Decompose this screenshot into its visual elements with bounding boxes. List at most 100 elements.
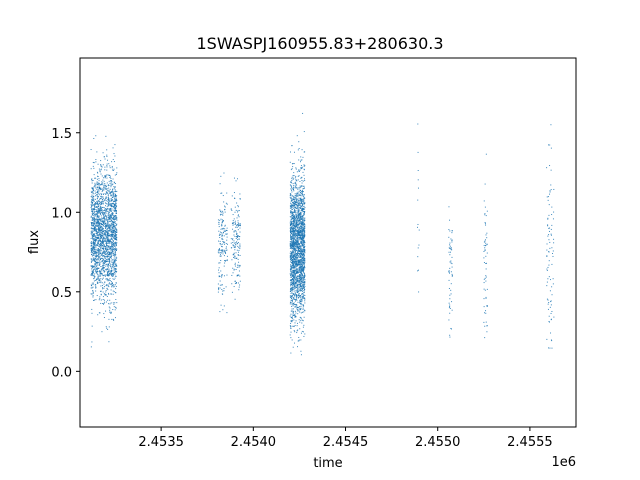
data-point (93, 196, 95, 198)
data-point (107, 274, 109, 276)
data-point (224, 230, 226, 232)
data-point (93, 246, 95, 248)
data-point (219, 219, 221, 221)
data-point (549, 227, 551, 229)
data-point (293, 286, 295, 288)
data-point (96, 252, 98, 254)
data-point (220, 270, 222, 272)
data-point (109, 241, 111, 243)
data-point (299, 232, 301, 234)
data-point (105, 197, 107, 199)
data-point (109, 277, 111, 279)
data-point (296, 237, 298, 239)
data-point (300, 283, 302, 285)
data-point (290, 213, 292, 215)
data-point (298, 249, 300, 251)
data-point (301, 244, 303, 246)
data-point (96, 194, 98, 196)
data-point (102, 193, 104, 195)
data-point (295, 260, 297, 262)
data-point (303, 242, 305, 244)
data-point (300, 199, 302, 201)
data-point (102, 213, 104, 215)
data-point (94, 198, 96, 200)
data-point (110, 194, 112, 196)
data-point (106, 166, 108, 168)
data-point (292, 244, 294, 246)
data-point (112, 230, 114, 232)
data-point (97, 243, 99, 245)
data-point (291, 315, 293, 317)
data-point (550, 228, 552, 230)
data-point (303, 247, 305, 249)
data-point (94, 218, 96, 220)
data-point (100, 246, 102, 248)
data-point (107, 233, 109, 235)
data-point (551, 206, 553, 208)
data-point (300, 269, 302, 271)
data-point (94, 265, 96, 267)
data-point (114, 232, 116, 234)
data-point (109, 214, 111, 216)
data-point (297, 247, 299, 249)
data-point (90, 168, 92, 170)
data-point (294, 248, 296, 250)
data-point (290, 289, 292, 291)
data-point (302, 188, 304, 190)
data-point (304, 310, 306, 312)
data-point (95, 237, 97, 239)
data-point (294, 304, 296, 306)
data-point (106, 206, 108, 208)
data-point (111, 218, 113, 220)
data-point (108, 215, 110, 217)
data-point (91, 187, 93, 189)
data-point (295, 294, 297, 296)
data-point (222, 240, 224, 242)
data-point (303, 194, 305, 196)
data-point (109, 219, 111, 221)
data-point (113, 227, 115, 229)
data-point (303, 324, 305, 326)
data-point (103, 262, 105, 264)
data-point (295, 224, 297, 226)
data-point (302, 280, 304, 282)
data-point (110, 248, 112, 250)
data-point (301, 218, 303, 220)
data-point (301, 159, 303, 161)
data-point (293, 283, 295, 285)
data-point (96, 212, 98, 214)
data-point (552, 252, 554, 254)
data-point (115, 256, 117, 258)
data-point (221, 222, 223, 224)
data-point (111, 238, 113, 240)
data-point (107, 198, 109, 200)
data-point (302, 224, 304, 226)
data-point (485, 321, 487, 323)
data-point (299, 215, 301, 217)
data-point (108, 247, 110, 249)
data-point (296, 282, 298, 284)
data-point (417, 270, 419, 272)
data-point (294, 224, 296, 226)
data-point (293, 186, 295, 188)
data-point (104, 176, 106, 178)
data-point (301, 294, 303, 296)
data-point (107, 274, 109, 276)
data-point (292, 315, 294, 316)
data-point (298, 169, 300, 171)
data-point (294, 203, 296, 205)
data-point (114, 191, 116, 193)
data-point (451, 274, 453, 276)
data-point (301, 301, 303, 303)
data-point (295, 269, 297, 271)
data-point (290, 287, 292, 289)
data-point (231, 195, 233, 197)
data-point (299, 213, 301, 215)
data-point (304, 224, 306, 226)
data-point (111, 276, 113, 278)
data-point (484, 213, 486, 215)
data-point (290, 285, 292, 287)
data-point (302, 296, 304, 298)
data-point (90, 285, 92, 287)
data-point (294, 193, 296, 195)
